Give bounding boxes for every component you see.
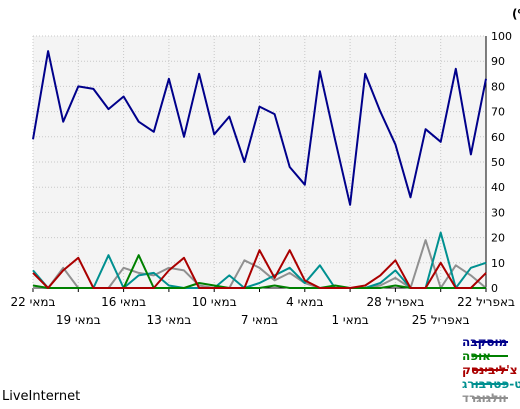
y-tick-label: 10 xyxy=(491,257,505,270)
y-tick-label: 100 xyxy=(491,30,512,43)
y-tick-label: 50 xyxy=(491,156,505,169)
x-tick-label: 13 במאי xyxy=(146,313,191,327)
x-tick-labels: 22 במאי 16 במאי 10 במאי 4 במאי 28 באפריל 22 ב… xyxy=(11,295,515,327)
y-tick-label: 90 xyxy=(491,55,505,68)
y-tick-label: 80 xyxy=(491,80,505,93)
x-tick-label: 4 במאי xyxy=(286,295,323,309)
y-tick-label: 0 xyxy=(491,282,498,295)
x-tick-label: 25 באפריל xyxy=(412,313,470,327)
x-tick-label: 10 במאי xyxy=(192,295,237,309)
legend-label: אופה xyxy=(462,349,491,363)
x-tick-label: 16 במאי xyxy=(101,295,146,309)
y-tick-label: 70 xyxy=(491,106,505,119)
legend-label: מוסקבה xyxy=(462,335,507,349)
legend-label: צ'ליבינסק xyxy=(462,363,518,377)
x-tick-label: 28 באפריל xyxy=(366,295,424,309)
y-tick-labels: 0 10 20 30 40 50 60 70 80 90 100 xyxy=(491,30,512,295)
legend-label: סנקט-פטרבורג xyxy=(462,377,520,391)
legend-label: וולגוגרד xyxy=(462,391,507,405)
x-tick-label: 22 באפריל xyxy=(457,295,515,309)
x-tick-label: 22 במאי xyxy=(11,295,56,309)
y-tick-label: 40 xyxy=(491,181,505,194)
series-line xyxy=(32,249,487,289)
series-line xyxy=(32,50,487,206)
x-tick-label: 19 במאי xyxy=(56,313,101,327)
y-axis-label: חלק (%) xyxy=(512,7,520,21)
x-tick-label: 1 במאי xyxy=(331,313,368,327)
series-lines xyxy=(32,50,487,289)
x-tick-label: 7 במאי xyxy=(241,313,278,327)
y-tick-label: 60 xyxy=(491,131,505,144)
y-tick-label: 30 xyxy=(491,206,505,219)
watermark: LiveInternet xyxy=(2,389,80,404)
y-tick-label: 20 xyxy=(491,232,505,245)
